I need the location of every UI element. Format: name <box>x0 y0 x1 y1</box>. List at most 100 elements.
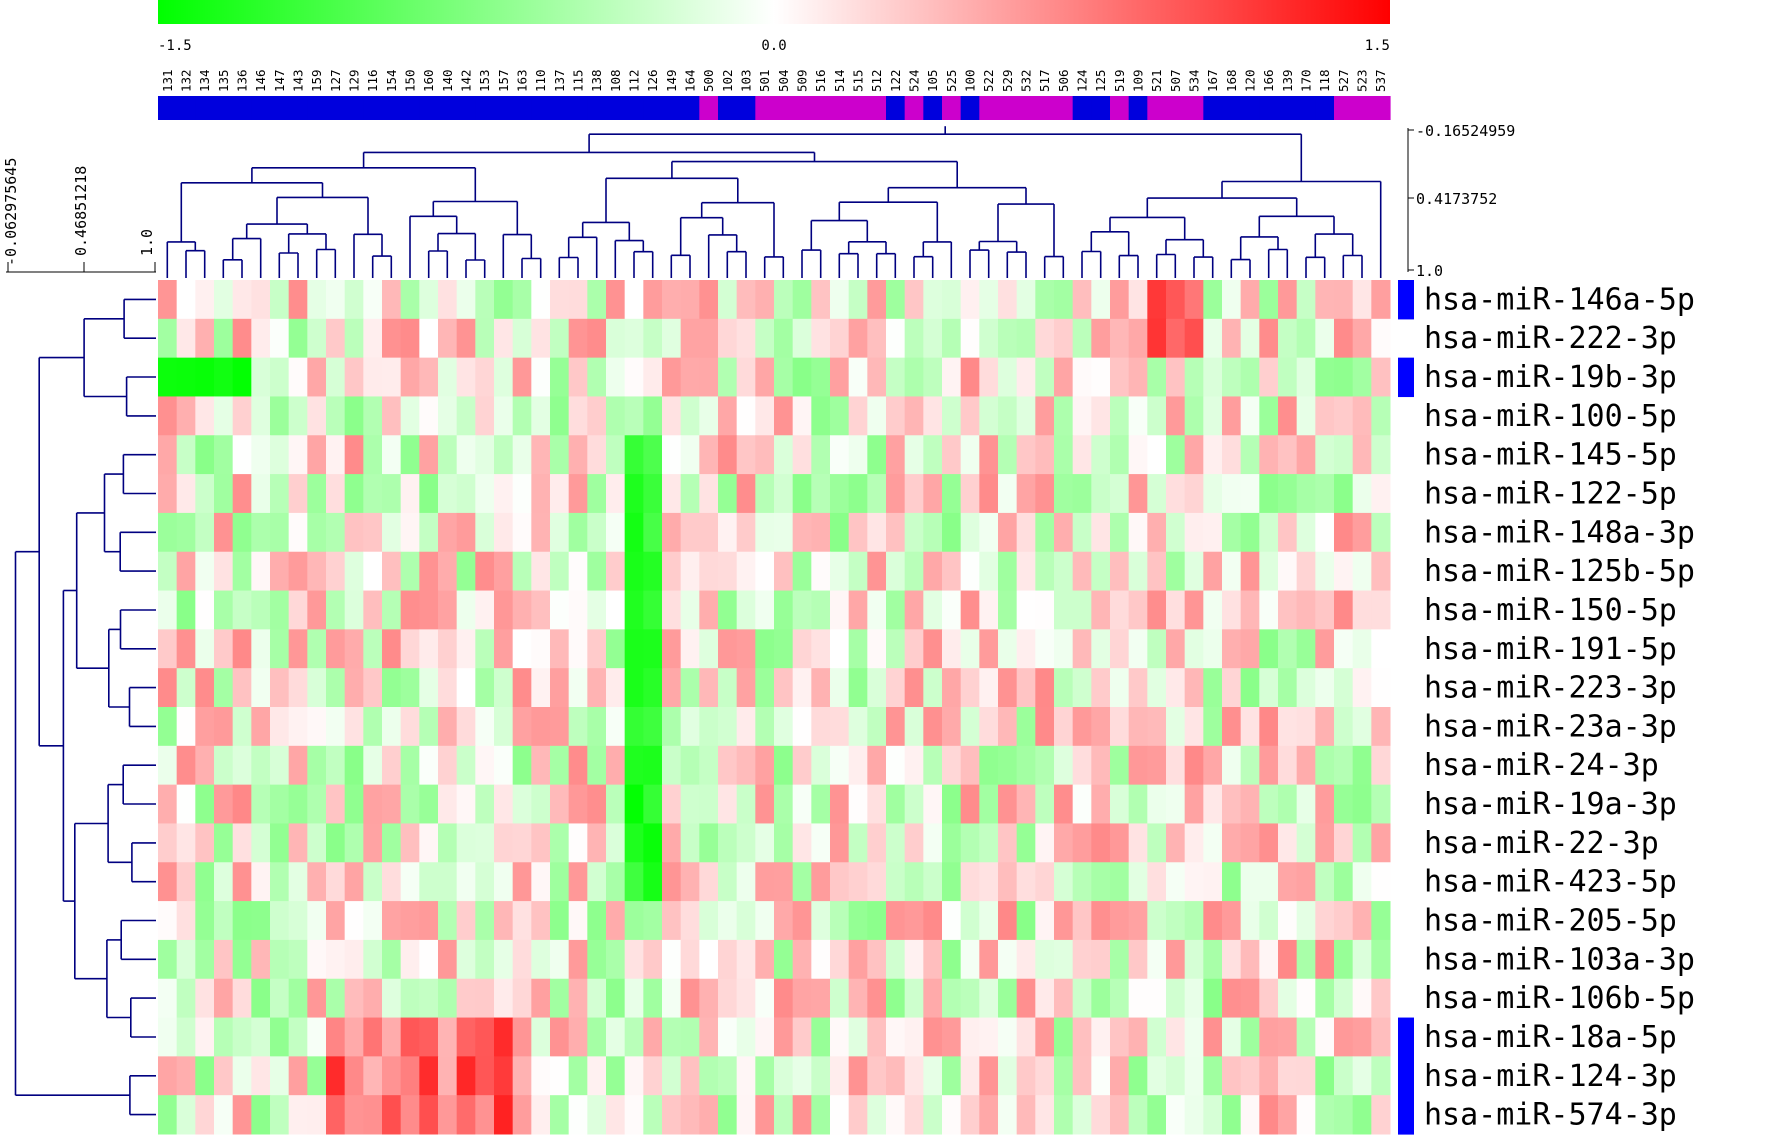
heatmap-cell <box>755 318 775 359</box>
heatmap-cell <box>568 745 588 786</box>
heatmap-cell <box>1240 745 1260 786</box>
heatmap-cell <box>1091 280 1111 320</box>
heatmap-cell <box>158 1095 178 1135</box>
column-group-cell <box>419 96 439 120</box>
heatmap-cell <box>512 357 532 397</box>
heatmap-cell <box>699 590 719 630</box>
heatmap-cell <box>400 474 420 514</box>
heatmap-cell <box>1371 745 1391 786</box>
color-scale-min-label: -1.5 <box>158 38 192 54</box>
heatmap-cell <box>512 318 532 359</box>
heatmap-cell <box>456 1056 476 1096</box>
heatmap-cell <box>942 590 962 630</box>
heatmap-cell <box>736 435 756 475</box>
column-label: 516 <box>813 69 828 92</box>
heatmap-cell <box>344 318 364 359</box>
heatmap-cell <box>1054 668 1074 708</box>
heatmap-cell <box>1278 978 1298 1019</box>
column-group-cell <box>643 96 663 120</box>
heatmap-cell <box>1278 1095 1298 1135</box>
heatmap-cell <box>1072 1095 1092 1135</box>
heatmap-cell <box>624 512 644 553</box>
heatmap-cell <box>214 629 234 669</box>
heatmap-cell <box>382 823 402 863</box>
heatmap-cell <box>176 318 196 359</box>
heatmap-cell <box>326 707 346 747</box>
heatmap-cell <box>232 318 252 359</box>
heatmap-cell <box>792 784 812 824</box>
heatmap-cell <box>326 978 346 1019</box>
heatmap-cell <box>792 862 812 902</box>
row-scale-label-mid: 0.46851218 <box>72 166 90 256</box>
heatmap-cell <box>1278 629 1298 669</box>
heatmap-cell <box>531 474 551 514</box>
heatmap-cell <box>1184 396 1204 436</box>
heatmap-cell <box>904 939 924 980</box>
heatmap-cell <box>270 745 290 786</box>
heatmap-cell <box>1166 1017 1186 1057</box>
heatmap-cell <box>1259 396 1279 436</box>
heatmap-cell <box>1334 318 1354 359</box>
heatmap-cell <box>1128 551 1148 592</box>
heatmap-cell <box>624 668 644 708</box>
heatmap-cell <box>1110 357 1130 397</box>
heatmap-cell <box>774 668 794 708</box>
heatmap-cell <box>830 474 850 514</box>
heatmap-cell <box>214 318 234 359</box>
heatmap-cell <box>1016 1095 1036 1135</box>
heatmap-cell <box>288 590 308 630</box>
heatmap-cell <box>1091 435 1111 475</box>
heatmap-cell <box>1259 901 1279 941</box>
heatmap-cell <box>494 551 514 592</box>
heatmap-cell <box>1222 396 1242 436</box>
heatmap-cell <box>1259 474 1279 514</box>
heatmap-cell <box>214 668 234 708</box>
heatmap-cell <box>1128 512 1148 553</box>
heatmap-cell <box>606 1017 626 1057</box>
heatmap-cell <box>1315 629 1335 669</box>
heatmap-cell <box>923 318 943 359</box>
column-label: 136 <box>235 69 250 92</box>
heatmap-cell <box>326 551 346 592</box>
heatmap-cell <box>531 1056 551 1096</box>
heatmap-cell <box>1352 1017 1372 1057</box>
heatmap-cell <box>1128 318 1148 359</box>
heatmap-cell <box>1315 590 1335 630</box>
heatmap-cell <box>176 862 196 902</box>
heatmap-cell <box>811 707 831 747</box>
column-label: 109 <box>1131 69 1146 92</box>
heatmap-cell <box>1035 978 1055 1019</box>
heatmap-cell <box>270 1056 290 1096</box>
heatmap-cell <box>568 551 588 592</box>
heatmap-cell <box>1203 707 1223 747</box>
column-label: 500 <box>701 69 716 92</box>
heatmap-cell <box>1222 318 1242 359</box>
column-label: 102 <box>720 69 735 92</box>
heatmap-cell <box>363 396 383 436</box>
heatmap-cell <box>830 629 850 669</box>
heatmap-cell <box>923 512 943 553</box>
heatmap-cell <box>792 512 812 553</box>
heatmap-cell <box>494 939 514 980</box>
heatmap-cell <box>176 512 196 553</box>
heatmap-cell <box>1128 784 1148 824</box>
heatmap-cell <box>1110 474 1130 514</box>
heatmap-cell <box>624 318 644 359</box>
heatmap-cell <box>1352 551 1372 592</box>
heatmap-cell <box>1091 1056 1111 1096</box>
row-label: hsa-miR-22-3p <box>1424 826 1659 861</box>
heatmap-cell <box>270 784 290 824</box>
heatmap-cell <box>363 357 383 397</box>
heatmap-cell <box>960 668 980 708</box>
heatmap-cell <box>942 396 962 436</box>
heatmap-cell <box>251 901 271 941</box>
heatmap-cell <box>1072 1017 1092 1057</box>
heatmap-cell <box>531 1017 551 1057</box>
heatmap-cell <box>624 707 644 747</box>
heatmap-cell <box>1054 512 1074 553</box>
column-labels: 131 132 134 135 136 146 147 143 159 127 129 116 154 1… <box>160 69 1388 92</box>
heatmap-cell <box>1371 590 1391 630</box>
heatmap-cell <box>400 939 420 980</box>
row-markers <box>1398 280 1414 1135</box>
column-label: 512 <box>869 69 884 92</box>
